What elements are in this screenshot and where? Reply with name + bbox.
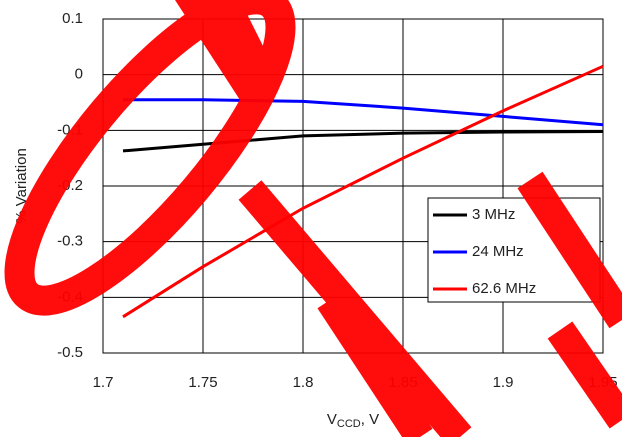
series-line xyxy=(122,64,604,319)
x-label-sub: CCD xyxy=(337,418,361,430)
x-tick-label: 1.8 xyxy=(293,374,314,391)
x-label-main: V xyxy=(327,411,337,428)
x-tick-label: 1.9 xyxy=(493,374,514,391)
legend-label: 24 MHz xyxy=(472,243,524,260)
x-label-suffix: , V xyxy=(361,411,379,428)
watermark-o xyxy=(4,0,296,316)
watermark-stroke xyxy=(517,171,622,329)
y-tick-label: 0 xyxy=(75,66,83,83)
x-axis-label: VCCD, V xyxy=(327,411,379,430)
x-tick-label: 1.7 xyxy=(93,374,114,391)
watermark-stroke xyxy=(317,291,433,437)
series-line xyxy=(122,129,604,153)
legend-label: 3 MHz xyxy=(472,206,515,223)
x-tick-label: 1.75 xyxy=(188,374,217,391)
y-tick-label: -0.3 xyxy=(57,233,83,250)
watermark-shape xyxy=(175,0,280,100)
series-line xyxy=(123,98,604,127)
legend-label: 62.6 MHz xyxy=(472,280,536,297)
watermark-stroke xyxy=(547,321,622,429)
y-tick-label: -0.5 xyxy=(57,344,83,361)
y-tick-label: 0.1 xyxy=(62,10,83,27)
